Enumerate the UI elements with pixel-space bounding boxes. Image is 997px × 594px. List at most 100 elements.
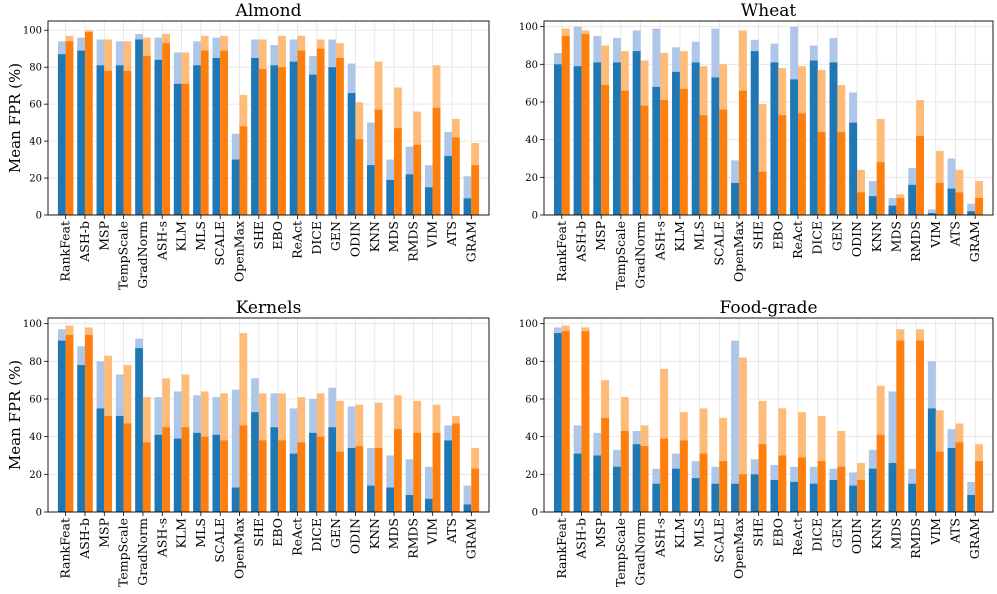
- bar-ash-b-series-1: [573, 453, 582, 512]
- x-tick-label-ats: ATS: [444, 518, 459, 544]
- bar-rmds-series-3: [413, 144, 422, 215]
- x-tick-label-ash-b: ASH-b: [574, 221, 589, 263]
- x-tick-label-gram: GRAM: [463, 221, 478, 262]
- bar-knn-series-3: [374, 447, 383, 512]
- bar-ash-s-series-3: [162, 43, 170, 215]
- bar-mls-series-1: [691, 478, 700, 512]
- x-tick-label-rankfeat: RankFeat: [554, 518, 569, 579]
- bar-ash-s-series-1: [652, 86, 661, 215]
- bar-ash-b-series-1: [77, 50, 85, 215]
- y-tick-label: 60: [525, 97, 538, 108]
- x-tick-label-openmax: OpenMax: [232, 518, 247, 579]
- panel-kernels: 0 20 40 60 80 100 RankFeat ASH-b MSP TempScale Gra…: [6, 298, 490, 587]
- bar-msp-series-1: [593, 455, 602, 512]
- x-tick-label-rankfeat: RankFeat: [58, 518, 73, 579]
- bar-scale-series-3: [719, 109, 728, 215]
- x-tick-label-mls: MLS: [692, 221, 707, 251]
- bar-gradnorm-series-1: [135, 39, 143, 215]
- bar-gradnorm-series-1: [135, 348, 143, 512]
- bar-mls-series-3: [200, 436, 209, 512]
- bar-tempscale-series-1: [115, 65, 124, 215]
- x-tick-label-knn: KNN: [367, 518, 382, 549]
- x-tick-label-she: SHE: [751, 221, 766, 250]
- x-tick-label-klm: KLM: [672, 518, 687, 549]
- bar-dice-series-3: [316, 48, 325, 215]
- bar-scale-series-1: [212, 434, 221, 512]
- bar-mds-series-3: [896, 198, 905, 215]
- bar-gen-series-1: [328, 67, 337, 215]
- bar-rankfeat-series-1: [553, 64, 562, 215]
- bar-react-series-1: [289, 61, 298, 216]
- y-tick-label: 100: [23, 26, 42, 37]
- bar-odin-series-1: [347, 447, 356, 512]
- bar-mls-series-3: [699, 115, 708, 215]
- x-tick-label-dice: DICE: [810, 518, 825, 552]
- bar-she-series-3: [758, 171, 767, 215]
- bar-openmax-series-1: [231, 487, 240, 512]
- bar-gram-series-0: [463, 485, 472, 512]
- y-tick-label: 0: [36, 508, 42, 519]
- x-tick-label-odin: ODIN: [849, 518, 864, 554]
- bar-rmds-series-1: [908, 483, 917, 512]
- y-tick-label: 80: [29, 63, 42, 74]
- bar-gram-series-3: [471, 468, 480, 512]
- y-tick-label: 40: [29, 432, 42, 443]
- x-tick-label-msp: MSP: [96, 221, 111, 251]
- x-tick-label-ash-b: ASH-b: [574, 518, 589, 560]
- x-tick-label-ash-b: ASH-b: [77, 518, 92, 560]
- y-tick-label: 60: [29, 394, 42, 405]
- bar-she-series-1: [251, 57, 259, 216]
- x-tick-label-gradnorm: GradNorm: [135, 518, 150, 586]
- bar-msp-series-1: [96, 408, 105, 512]
- x-tick-label-react: ReAct: [790, 518, 805, 556]
- bar-openmax-series-1: [231, 159, 240, 215]
- x-tick-label-ebo: EBO: [270, 221, 285, 250]
- x-tick-label-msp: MSP: [593, 221, 608, 251]
- bar-odin-series-3: [857, 479, 865, 512]
- bar-ebo-series-1: [270, 427, 279, 512]
- bar-rankfeat-series-3: [561, 36, 570, 215]
- x-tick-label-scale: SCALE: [212, 518, 227, 563]
- x-tick-label-gen: GEN: [328, 221, 343, 251]
- x-tick-label-she: SHE: [251, 221, 266, 250]
- panel-title: Wheat: [741, 1, 797, 21]
- bar-tempscale-series-3: [123, 70, 132, 215]
- bar-openmax-series-3: [239, 126, 248, 215]
- bar-tempscale-series-1: [613, 466, 621, 512]
- bar-ats-series-3: [452, 423, 460, 512]
- x-tick-label-mds: MDS: [386, 221, 401, 252]
- x-tick-label-ash-s: ASH-s: [154, 221, 169, 261]
- x-tick-label-gradnorm: GradNorm: [633, 221, 648, 289]
- x-tick-label-knn: KNN: [367, 221, 382, 252]
- bar-gen-series-1: [829, 62, 838, 216]
- x-tick-label-mls: MLS: [193, 221, 208, 251]
- y-tick-label: 80: [525, 60, 538, 71]
- x-tick-label-gen: GEN: [829, 518, 844, 548]
- x-tick-label-ebo: EBO: [770, 221, 785, 250]
- bar-tempscale-series-1: [115, 415, 124, 512]
- bar-vim-series-3: [935, 182, 944, 215]
- bar-msp-series-3: [104, 415, 113, 512]
- bar-react-series-1: [790, 481, 799, 512]
- bar-rankfeat-series-1: [57, 54, 66, 215]
- bar-ats-series-3: [452, 137, 460, 215]
- bar-knn-series-1: [868, 468, 877, 512]
- bar-msp-series-3: [601, 85, 610, 215]
- bar-gen-series-1: [829, 479, 838, 512]
- bar-ebo-series-3: [278, 440, 286, 512]
- x-tick-label-odin: ODIN: [347, 221, 362, 257]
- y-tick-label: 60: [525, 394, 538, 405]
- bar-odin-series-3: [857, 192, 865, 215]
- x-tick-label-scale: SCALE: [711, 221, 726, 266]
- bar-gradnorm-series-1: [632, 51, 641, 215]
- bar-ash-b-series-3: [581, 331, 590, 512]
- x-tick-label-react: ReAct: [289, 518, 304, 556]
- y-tick-label: 80: [525, 357, 538, 368]
- bar-openmax-series-3: [239, 425, 248, 512]
- x-tick-label-scale: SCALE: [711, 518, 726, 563]
- y-tick-label: 100: [23, 319, 42, 330]
- bar-she-series-2: [758, 103, 767, 215]
- bar-ash-s-series-1: [154, 59, 163, 215]
- x-tick-label-gradnorm: GradNorm: [633, 518, 648, 586]
